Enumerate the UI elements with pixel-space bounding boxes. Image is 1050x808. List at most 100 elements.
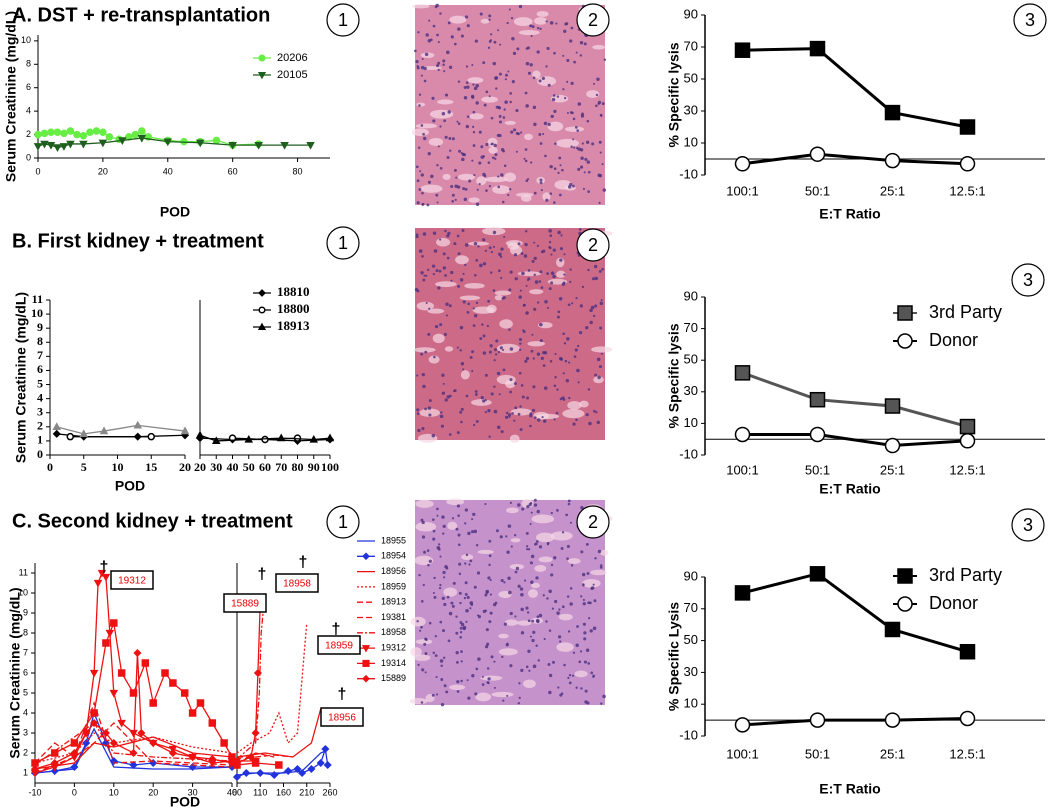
tissue-nucleus bbox=[587, 190, 590, 193]
tissue-nucleus bbox=[456, 431, 460, 435]
tissue-nucleus bbox=[580, 156, 584, 160]
panel-label: 3 bbox=[1025, 10, 1035, 30]
tissue-nucleus bbox=[417, 663, 420, 667]
x-axis-label: POD bbox=[170, 794, 200, 808]
tissue-lumen bbox=[510, 538, 521, 543]
tissue-nucleus bbox=[598, 140, 602, 144]
data-point bbox=[809, 712, 826, 728]
tissue-nucleus bbox=[420, 65, 425, 70]
legend-marker bbox=[257, 72, 267, 80]
tissue-nucleus bbox=[493, 40, 497, 44]
annotation: 18959 bbox=[325, 641, 353, 652]
tissue-nucleus bbox=[583, 631, 587, 635]
data-point bbox=[105, 133, 114, 141]
tissue-nucleus bbox=[541, 415, 544, 419]
x-tick-label: 12.5:1 bbox=[949, 183, 985, 198]
tissue-nucleus bbox=[547, 663, 551, 666]
tissue-nucleus bbox=[526, 545, 529, 548]
tissue-nucleus bbox=[523, 157, 526, 160]
tissue-nucleus bbox=[567, 676, 570, 679]
tissue-nucleus bbox=[557, 310, 561, 314]
tissue-nucleus bbox=[464, 15, 469, 19]
tissue-nucleus bbox=[490, 271, 493, 274]
legend-marker bbox=[258, 54, 266, 62]
tissue-lumen bbox=[509, 434, 520, 443]
tissue-nucleus bbox=[557, 171, 560, 175]
tissue-nucleus bbox=[548, 287, 552, 291]
data-point bbox=[196, 699, 205, 707]
tissue-nucleus bbox=[437, 543, 441, 546]
tissue-nucleus bbox=[599, 565, 603, 569]
x-tick-label: 0 bbox=[72, 787, 77, 797]
tissue-nucleus bbox=[445, 690, 449, 694]
data-point bbox=[79, 131, 88, 140]
tissue-nucleus bbox=[493, 385, 496, 388]
data-point bbox=[959, 119, 976, 135]
tissue-nucleus bbox=[546, 272, 549, 276]
y-tick-label: 3 bbox=[37, 404, 43, 418]
tissue-lumen bbox=[533, 411, 549, 420]
tissue-nucleus bbox=[465, 124, 470, 129]
legend-label: 3rd Party bbox=[929, 302, 1002, 322]
y-tick-label: 8 bbox=[26, 59, 31, 69]
tissue-nucleus bbox=[436, 64, 440, 68]
x-tick-label: 20 bbox=[148, 787, 158, 797]
tissue-nucleus bbox=[539, 270, 543, 274]
tissue-nucleus bbox=[472, 144, 476, 147]
tissue-nucleus bbox=[536, 50, 540, 54]
tissue-nucleus bbox=[531, 25, 535, 29]
tissue-nucleus bbox=[509, 270, 513, 274]
tissue-lumen bbox=[411, 128, 429, 137]
tissue-nucleus bbox=[579, 304, 584, 308]
tissue-nucleus bbox=[519, 342, 522, 345]
tissue-nucleus bbox=[462, 627, 466, 631]
annotation: 18956 bbox=[328, 713, 356, 724]
tissue-lumen bbox=[532, 70, 541, 79]
data-point bbox=[79, 429, 89, 438]
x-tick-label: 20 bbox=[179, 460, 191, 474]
tissue-nucleus bbox=[538, 79, 542, 83]
tissue-nucleus bbox=[525, 179, 529, 183]
tissue-nucleus bbox=[487, 408, 491, 413]
tissue-nucleus bbox=[601, 267, 604, 271]
x-tick-label: 12.5:1 bbox=[949, 462, 985, 477]
tissue-nucleus bbox=[455, 615, 458, 618]
tissue-nucleus bbox=[499, 535, 503, 539]
data-point bbox=[147, 432, 155, 441]
tissue-nucleus bbox=[563, 273, 566, 276]
tissue-nucleus bbox=[517, 503, 521, 507]
tissue-lumen bbox=[556, 642, 574, 652]
tissue-nucleus bbox=[470, 94, 475, 99]
x-tick-label: 100:1 bbox=[726, 462, 759, 477]
tissue-nucleus bbox=[562, 332, 565, 336]
tissue-nucleus bbox=[484, 249, 488, 253]
tissue-nucleus bbox=[566, 337, 570, 341]
tissue-nucleus bbox=[494, 153, 498, 157]
tissue-nucleus bbox=[468, 563, 471, 566]
tissue-nucleus bbox=[518, 696, 521, 699]
tissue-nucleus bbox=[592, 583, 595, 586]
data-point bbox=[251, 759, 260, 767]
tissue-nucleus bbox=[481, 675, 484, 678]
tissue-nucleus bbox=[598, 201, 601, 204]
tissue-nucleus bbox=[448, 137, 452, 140]
tissue-nucleus bbox=[418, 104, 421, 107]
tissue-nucleus bbox=[569, 587, 573, 590]
tissue-lumen bbox=[432, 333, 445, 344]
tissue-nucleus bbox=[527, 548, 531, 551]
tissue-lumen bbox=[499, 319, 513, 329]
tissue-nucleus bbox=[444, 229, 447, 233]
tissue-nucleus bbox=[441, 391, 446, 395]
data-point bbox=[321, 744, 330, 754]
tissue-nucleus bbox=[539, 322, 543, 327]
tissue-nucleus bbox=[474, 393, 478, 396]
tissue-nucleus bbox=[540, 250, 544, 254]
tissue-nucleus bbox=[484, 411, 487, 414]
tissue-nucleus bbox=[488, 435, 491, 438]
tissue-nucleus bbox=[502, 368, 506, 372]
tissue-nucleus bbox=[422, 583, 425, 587]
tissue-lumen bbox=[415, 499, 434, 509]
data-point bbox=[46, 141, 56, 150]
tissue-lumen bbox=[449, 15, 467, 24]
tissue-nucleus bbox=[456, 346, 459, 349]
